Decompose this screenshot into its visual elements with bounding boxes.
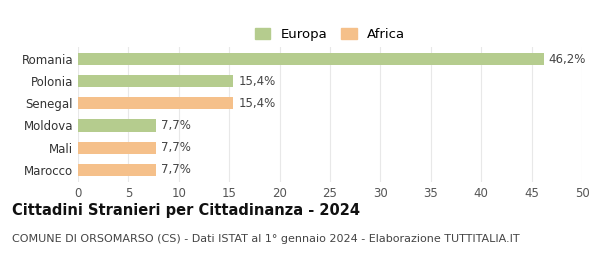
Text: 7,7%: 7,7% [161,141,191,154]
Bar [78,53,544,65]
Bar [78,75,233,87]
Text: 15,4%: 15,4% [238,97,275,110]
Text: 46,2%: 46,2% [549,53,586,66]
Bar [78,164,155,176]
Text: COMUNE DI ORSOMARSO (CS) - Dati ISTAT al 1° gennaio 2024 - Elaborazione TUTTITAL: COMUNE DI ORSOMARSO (CS) - Dati ISTAT al… [12,234,520,244]
Text: 15,4%: 15,4% [238,75,275,88]
Text: 7,7%: 7,7% [161,119,191,132]
Text: Cittadini Stranieri per Cittadinanza - 2024: Cittadini Stranieri per Cittadinanza - 2… [12,203,360,218]
Bar [78,119,155,132]
Legend: Europa, Africa: Europa, Africa [251,24,409,45]
Bar [78,141,155,154]
Bar [78,97,233,109]
Text: 7,7%: 7,7% [161,163,191,176]
